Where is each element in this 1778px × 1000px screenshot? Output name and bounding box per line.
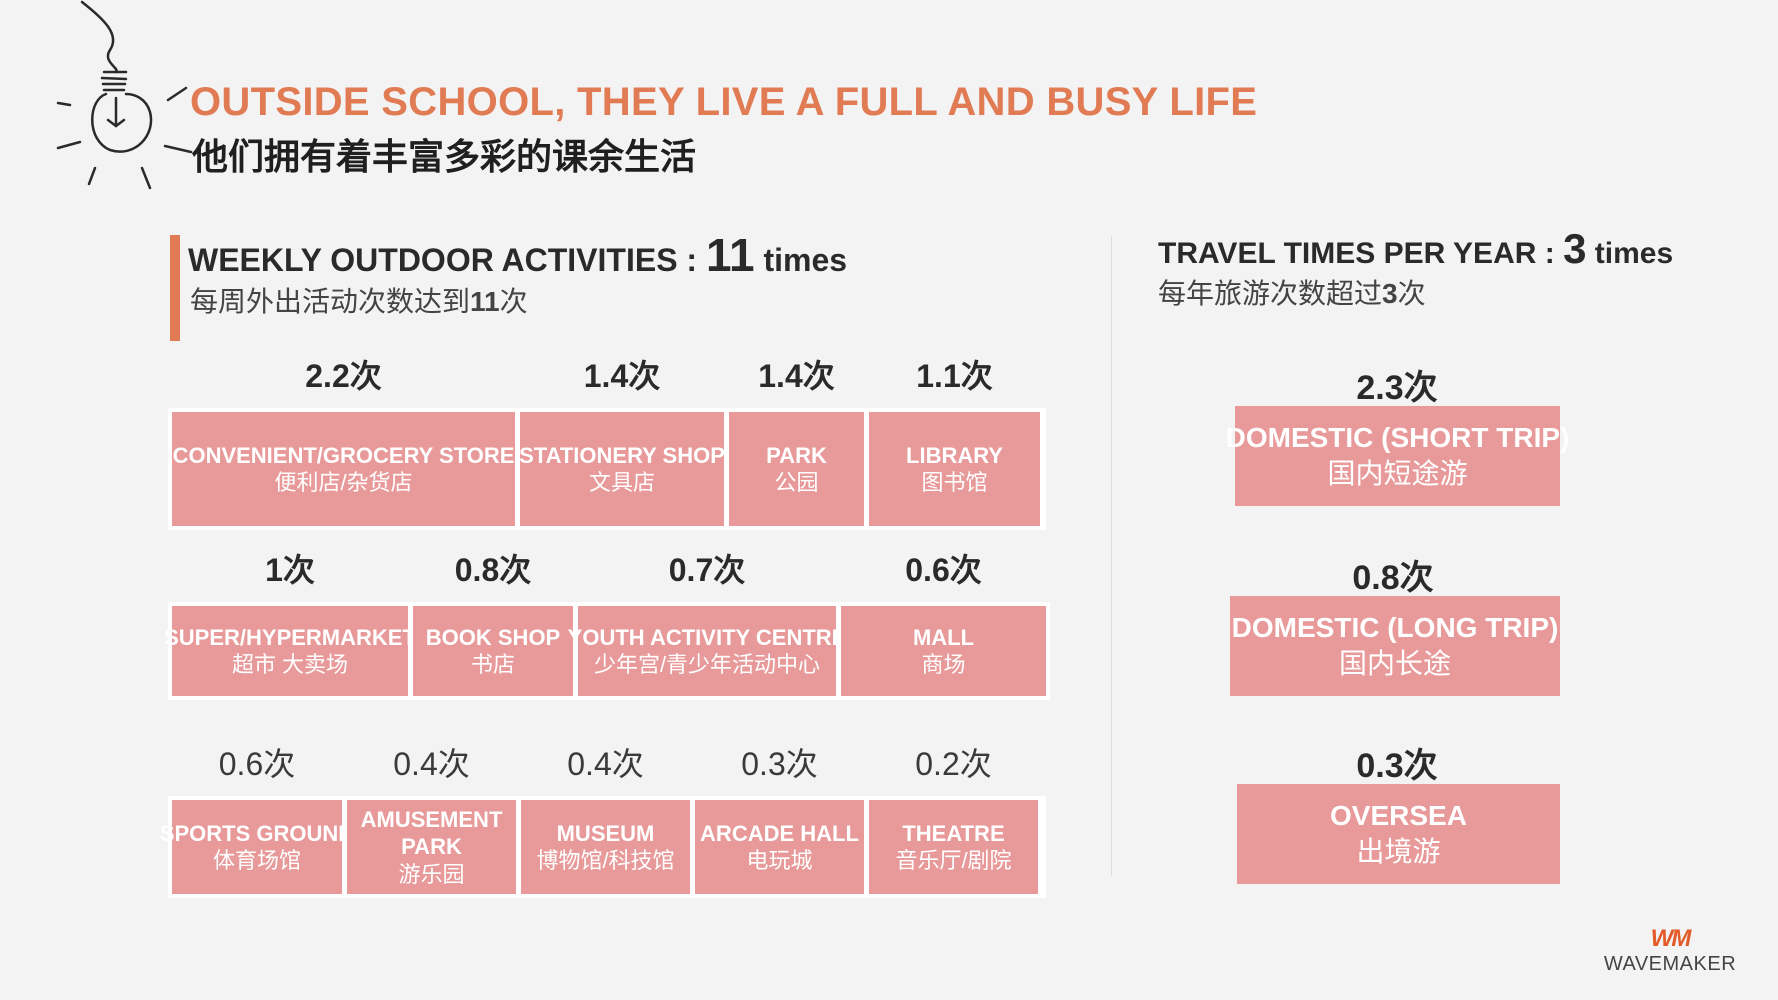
travel-subheading: 每年旅游次数超过3次 [1158, 278, 1426, 309]
activity-value: 0.7次 [668, 552, 746, 588]
activity-value: 2.2次 [305, 358, 382, 394]
activity-tile: 1.4次 PARK 公园 [729, 358, 864, 526]
accent-bar [170, 235, 180, 341]
activity-value: 0.6次 [905, 552, 982, 588]
weekly-unit: times [754, 242, 848, 278]
activity-value: 0.4次 [567, 746, 644, 782]
activity-tile: 0.2次 THEATRE 音乐厅/剧院 [869, 746, 1038, 894]
travel-unit: times [1586, 237, 1674, 270]
activity-value: 0.3次 [741, 746, 818, 782]
weekly-value: 11 [705, 229, 755, 281]
travel-heading: TRAVEL TIMES PER YEAR : 3 times [1158, 225, 1673, 273]
lightbulb-icon [56, 0, 193, 190]
page-title: OUTSIDE SCHOOL, THEY LIVE A FULL AND BUS… [190, 80, 1258, 124]
trip-tile: DOMESTIC (LONG TRIP) 国内长途 [1230, 596, 1560, 696]
activity-value: 0.2次 [915, 746, 992, 782]
wavemaker-logo: WM WAVEMAKER [1600, 925, 1740, 976]
activity-tile: 1.1次 LIBRARY 图书馆 [869, 358, 1040, 526]
activity-tile: 1次 SUPER/HYPERMARKET 超市 大卖场 [164, 552, 416, 696]
weekly-heading: WEEKLY OUTDOOR ACTIVITIES : 11 times [188, 228, 847, 282]
page-subtitle: 他们拥有着丰富多彩的课余生活 [192, 136, 697, 177]
activity-tile: 0.8次 BOOK SHOP 书店 [413, 552, 573, 696]
trip-tile: DOMESTIC (SHORT TRIP) 国内短途游 [1226, 406, 1569, 506]
activity-tile: 0.6次 SPORTS GROUND 体育场馆 [160, 746, 354, 894]
trip-tile: OVERSEA 出境游 [1237, 784, 1560, 884]
activity-value: 0.6次 [218, 746, 296, 782]
trip-value: 2.3次 [1356, 369, 1438, 407]
activity-tile: 0.6次 MALL 商场 [841, 552, 1046, 696]
travel-label: TRAVEL TIMES PER YEAR : [1158, 237, 1564, 270]
activity-row-2: 1次 SUPER/HYPERMARKET 超市 大卖场 0.8次 BOOK SH… [164, 552, 1050, 700]
logo-mark: WM [1650, 925, 1692, 952]
weekly-label: WEEKLY OUTDOOR ACTIVITIES : [188, 242, 706, 278]
weekly-subheading: 每周外出活动次数达到11次 [190, 286, 528, 317]
trip-value: 0.8次 [1352, 559, 1434, 597]
activity-value: 1.4次 [583, 358, 661, 394]
logo-text: WAVEMAKER [1603, 953, 1737, 975]
activity-row-3: 0.6次 SPORTS GROUND 体育场馆 0.4次 AMUSEMENT P… [160, 746, 1046, 898]
activity-row-1: 2.2次 CONVENIENT/GROCERY STORE 便利店/杂货店 1.… [168, 358, 1046, 530]
activity-value: 1.1次 [916, 358, 993, 394]
section-divider [1111, 236, 1112, 876]
activity-tile: 0.3次 ARCADE HALL 电玩城 [695, 746, 864, 894]
activity-tile: 0.4次 AMUSEMENT PARK 游乐园 [347, 746, 516, 894]
activity-value: 1.4次 [758, 358, 835, 394]
activity-tile: 0.7次 YOUTH ACTIVITY CENTRE 少年宫/青少年活动中心 [568, 552, 846, 696]
activity-tile: 0.4次 MUSEUM 博物馆/科技馆 [521, 746, 690, 894]
travel-value: 3 [1563, 225, 1587, 272]
activity-value: 0.4次 [393, 746, 470, 782]
trip-value: 0.3次 [1356, 747, 1438, 785]
activity-tile: 2.2次 CONVENIENT/GROCERY STORE 便利店/杂货店 [172, 358, 515, 526]
activity-value: 1次 [265, 552, 315, 588]
activity-tile: 1.4次 STATIONERY SHOP 文具店 [519, 358, 725, 526]
activity-value: 0.8次 [454, 552, 532, 588]
